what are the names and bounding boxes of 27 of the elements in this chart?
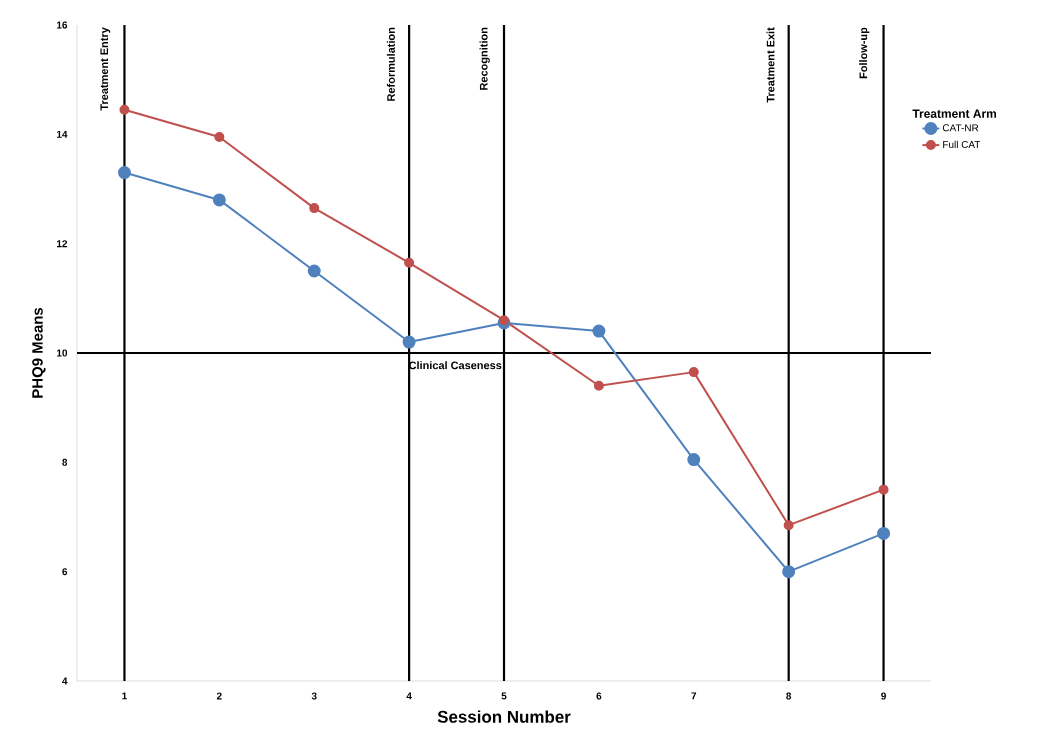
y-tick-label: 12 <box>57 240 68 248</box>
y-tick-label: 16 <box>57 21 68 29</box>
ref-line-label: Clinical Caseness <box>409 361 502 370</box>
ref-line-label: Treatment Exit <box>766 27 775 103</box>
x-tick-label: 8 <box>786 692 792 700</box>
x-tick-label: 6 <box>596 692 602 700</box>
x-tick-label: 7 <box>691 692 697 700</box>
x-tick-label: 1 <box>122 692 127 700</box>
y-tick-label: 8 <box>62 458 68 466</box>
ref-line-label: Treatment Entry <box>100 27 111 111</box>
legend-title: Treatment Arm <box>912 109 997 118</box>
y-tick-label: 4 <box>62 677 68 685</box>
x-tick-label: 5 <box>501 692 507 700</box>
ref-line-label: Recognition <box>479 27 490 90</box>
x-tick-label: 3 <box>311 692 317 700</box>
x-tick-label: 9 <box>881 692 886 700</box>
y-tick-label: 14 <box>57 130 68 138</box>
x-tick-label: 2 <box>216 692 222 700</box>
y-axis-title: PHQ9 Means <box>32 307 46 398</box>
ref-line-label: Follow-up <box>859 27 870 79</box>
legend-label: CAT-NR <box>942 124 979 132</box>
legend-label: Full CAT <box>943 140 981 149</box>
ref-line-label: Reformulation <box>386 27 395 101</box>
y-tick-label: 6 <box>62 568 68 576</box>
y-tick-label: 10 <box>57 349 68 357</box>
x-tick-label: 4 <box>406 692 412 700</box>
x-axis-title: Session Number <box>437 710 571 723</box>
